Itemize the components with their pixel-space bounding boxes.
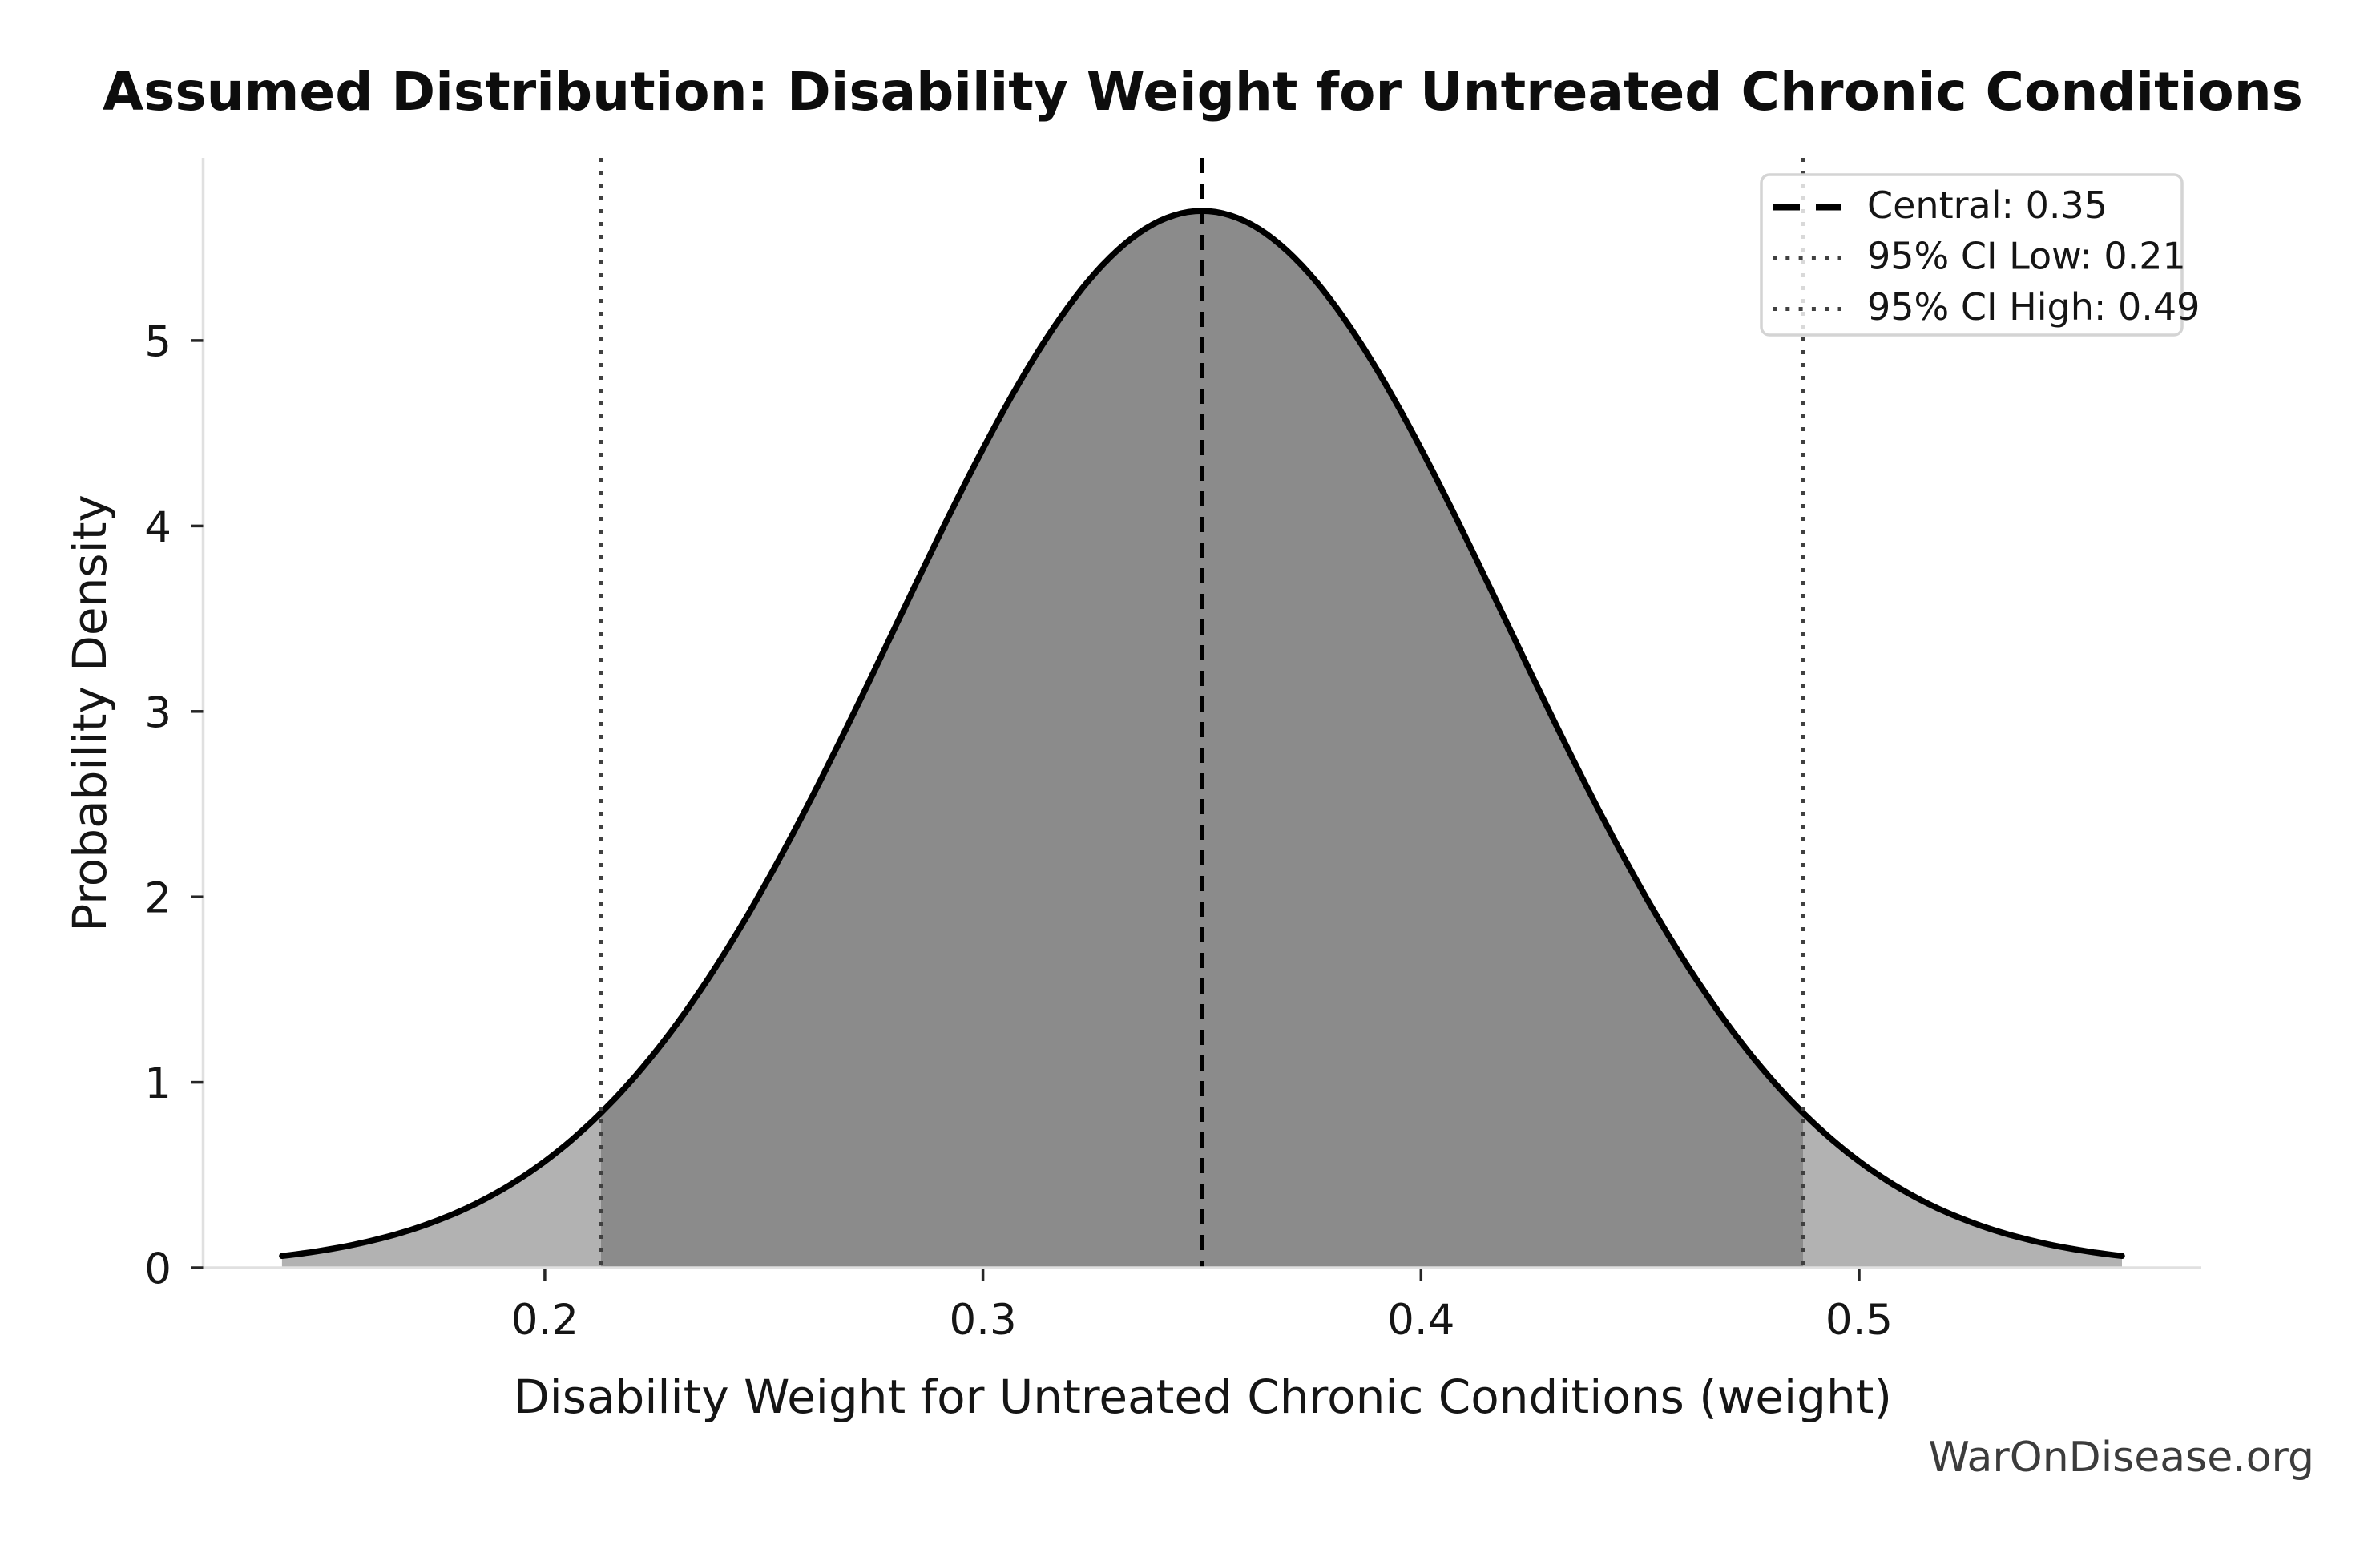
legend-box — [1760, 173, 2184, 337]
x-tick-label: 0.5 — [1825, 1296, 1893, 1345]
y-tick-label: 5 — [144, 317, 171, 366]
legend-entry-ci-low: 95% CI Low: 0.21 — [1773, 235, 2186, 278]
y-tick-label: 1 — [144, 1059, 171, 1108]
fill-central-ci — [600, 211, 1803, 1269]
x-tick-label: 0.4 — [1387, 1296, 1454, 1345]
legend-label-central: Central: 0.35 — [1867, 184, 2108, 227]
y-tick-label: 2 — [144, 874, 171, 923]
legend: Central: 0.35 95% CI Low: 0.21 95% CI Hi… — [1760, 173, 2200, 337]
y-tick-label: 0 — [144, 1245, 171, 1294]
legend-entry-central: Central: 0.35 — [1773, 184, 2108, 227]
y-axis-label: Probability Density — [63, 494, 117, 932]
legend-label-ci-low: 95% CI Low: 0.21 — [1867, 235, 2186, 278]
fill-tail-left — [281, 1112, 601, 1268]
y-axis: 0 1 2 3 4 5 Probability Density — [63, 158, 205, 1294]
chart-title: Assumed Distribution: Disability Weight … — [103, 61, 2303, 123]
x-tick-label: 0.3 — [949, 1296, 1016, 1345]
x-axis-label: Disability Weight for Untreated Chronic … — [514, 1370, 1892, 1424]
y-tick-label: 4 — [144, 503, 171, 552]
x-axis: 0.2 0.3 0.4 0.5 Disability Weight for Untre… — [203, 1266, 2201, 1424]
reference-lines — [599, 158, 1805, 1268]
x-tick-label: 0.2 — [511, 1296, 579, 1345]
y-tick-label: 3 — [144, 688, 171, 737]
x-tick-labels: 0.2 0.3 0.4 0.5 — [511, 1296, 1893, 1345]
y-tick-marks — [191, 339, 204, 1269]
density-fills — [281, 211, 2122, 1269]
y-tick-labels: 0 1 2 3 4 5 — [144, 317, 171, 1293]
legend-label-ci-high: 95% CI High: 0.49 — [1867, 285, 2200, 329]
x-tick-marks — [543, 1269, 1861, 1281]
watermark: WarOnDisease.org — [1928, 1434, 2314, 1482]
legend-entry-ci-high: 95% CI High: 0.49 — [1773, 285, 2200, 329]
fill-tail-right — [1803, 1112, 2122, 1268]
